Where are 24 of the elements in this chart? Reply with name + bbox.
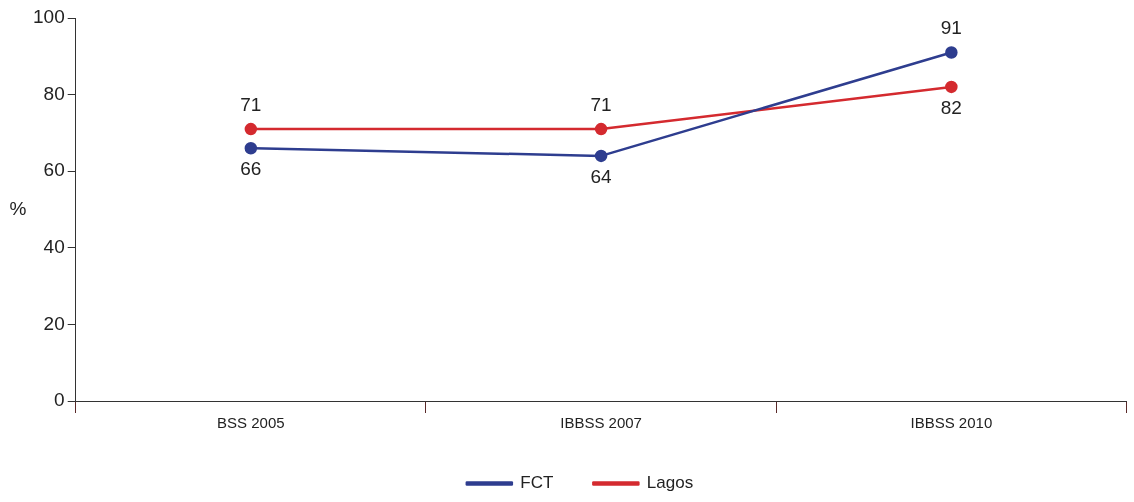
data-label: 64 — [590, 165, 613, 187]
x-tick-label: BSS 2005 — [217, 414, 285, 432]
y-tick-label: 100 — [33, 6, 65, 28]
point — [244, 122, 258, 136]
y-tick-label: 40 — [43, 236, 65, 258]
point — [594, 122, 608, 136]
legend-label: Lagos — [646, 473, 694, 493]
data-label: 91 — [940, 17, 962, 39]
y-tick-label: 20 — [43, 312, 65, 334]
data-label: 82 — [940, 96, 962, 118]
point — [594, 149, 608, 163]
x-tick-label: IBBSS 2010 — [910, 414, 993, 432]
point — [945, 46, 958, 59]
y-tick-label: 60 — [43, 159, 65, 181]
y-axis-title: % — [9, 197, 27, 219]
data-label: 71 — [590, 93, 612, 115]
point — [945, 80, 958, 94]
point — [244, 141, 258, 155]
data-label: 66 — [240, 157, 262, 179]
legend-label: FCT — [520, 473, 554, 493]
x-tick-label: IBBSS 2007 — [560, 414, 642, 432]
y-tick-label: 80 — [43, 82, 65, 104]
data-label: 71 — [240, 93, 262, 115]
y-tick-label: 0 — [54, 389, 65, 411]
